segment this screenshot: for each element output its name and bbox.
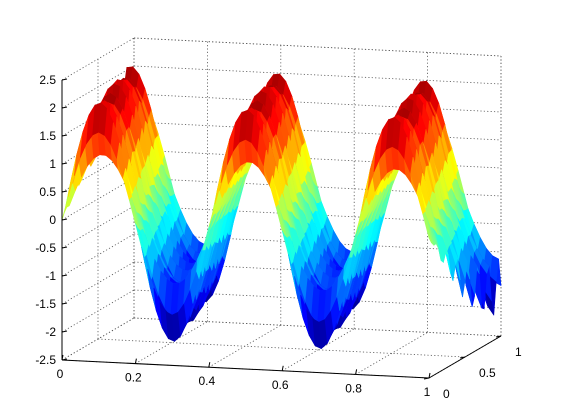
grid-line	[355, 332, 428, 375]
x-tick-label: 0.4	[198, 374, 215, 388]
z-tick-label: 0.5	[39, 185, 56, 199]
z-tick-label: -0.5	[35, 241, 56, 255]
z-tick-label: 0	[49, 213, 56, 227]
axis-layer: -2.5 -2 -1.5 -1 -0.5 0 0.5 1 1.5 2 2.5 0 0.2 0.4 0.6 0.…	[35, 73, 522, 401]
z-tick-label: 1.5	[39, 129, 56, 143]
y-tick-label: 0	[443, 387, 450, 401]
x-tick-label: 1	[424, 385, 431, 399]
x-tick-label: 0.2	[125, 371, 142, 385]
grid-line	[61, 289, 135, 333]
grid-line	[133, 93, 502, 113]
z-tick-label: 2.5	[39, 73, 56, 87]
grid-line	[61, 205, 135, 249]
x-tick	[355, 369, 358, 375]
surface-patch	[422, 211, 432, 243]
grid-line	[61, 261, 135, 305]
y-tick-label: 1	[515, 345, 522, 359]
z-tick-label: 2	[49, 101, 56, 115]
z-tick	[61, 302, 68, 305]
z-tick	[61, 218, 68, 221]
z-tick	[61, 330, 68, 333]
z-tick-label: -1.5	[35, 297, 56, 311]
box-edge	[133, 37, 502, 57]
x-tick	[208, 362, 211, 368]
grid-line	[135, 321, 208, 364]
y-tick	[495, 335, 502, 338]
x-tick-label: 0.6	[272, 378, 289, 392]
x-tick-label: 0	[57, 367, 64, 381]
z-tick	[61, 246, 68, 249]
grid-line	[97, 338, 466, 358]
x-tick	[428, 372, 431, 379]
grid-line	[61, 65, 135, 109]
z-tick	[61, 190, 68, 193]
surface-layer	[61, 65, 502, 350]
z-tick	[61, 106, 68, 109]
x-axis-line	[61, 359, 430, 379]
z-tick-label: -2	[45, 325, 56, 339]
x-tick-label: 0.8	[345, 381, 362, 395]
x-tick	[61, 354, 64, 361]
z-tick-label: 1	[49, 157, 56, 171]
y-tick	[423, 377, 430, 380]
y-tick	[459, 356, 466, 359]
grid-line	[61, 177, 135, 221]
z-tick	[61, 134, 68, 137]
z-tick	[61, 78, 68, 81]
y-tick-label: 0.5	[479, 366, 496, 380]
x-tick	[281, 365, 284, 371]
z-tick-label: -1	[45, 269, 56, 283]
grid-line	[61, 37, 135, 81]
z-tick	[61, 162, 68, 165]
z-tick	[61, 274, 68, 277]
grid-line	[133, 65, 502, 85]
grid-line	[61, 233, 135, 277]
x-tick	[134, 358, 137, 364]
grid-line	[281, 328, 355, 372]
z-tick-label: -2.5	[35, 353, 56, 367]
z-tick	[61, 358, 68, 361]
